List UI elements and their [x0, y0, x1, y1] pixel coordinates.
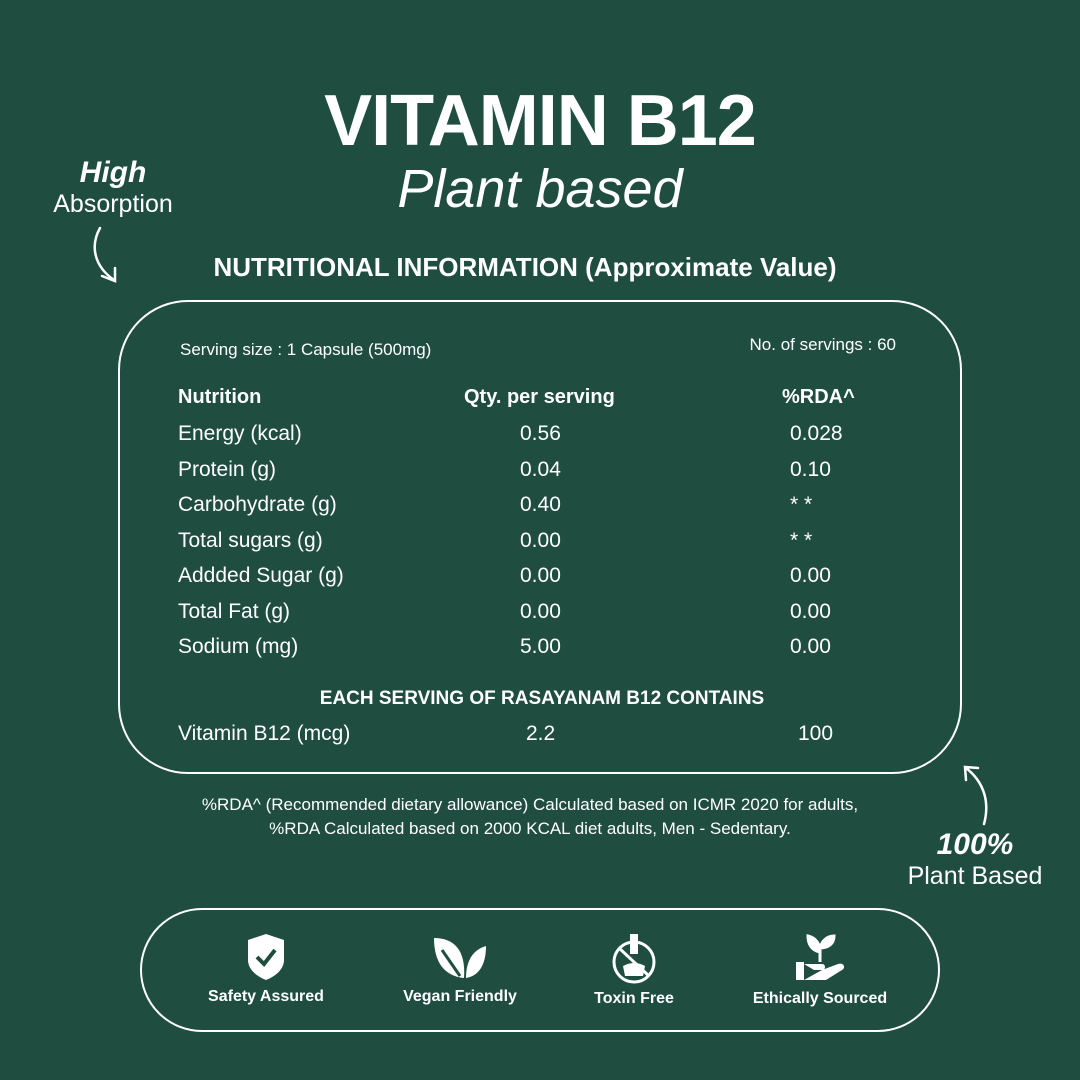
callout-bold: High — [79, 156, 147, 189]
rda-value: * * — [790, 528, 813, 552]
rda-value: 0.028 — [790, 422, 843, 445]
nutrient-name: Total sugars (g) — [178, 528, 323, 552]
arrow-down-icon — [93, 226, 117, 283]
servings-count: No. of servings : 60 — [749, 335, 896, 354]
callout-bold: 100% — [936, 828, 1014, 861]
feature-badges: Safety Assured Vegan Friendly Toxin Free… — [140, 908, 940, 1032]
qty-value: 0.00 — [520, 528, 561, 552]
high-absorption-callout: High Absorption — [48, 156, 178, 219]
callout-text: Plant Based — [907, 862, 1043, 890]
header-nutrition: Nutrition — [178, 386, 262, 408]
nutrient-name: Carbohydrate (g) — [178, 493, 337, 516]
no-flask-icon — [612, 934, 656, 984]
rda-value: 0.00 — [790, 564, 831, 587]
rda-value: * * — [790, 493, 813, 516]
header-qty: Qty. per serving — [464, 386, 615, 408]
header-rda: %RDA^ — [782, 386, 855, 408]
rda-value: 0.10 — [790, 457, 831, 481]
serving-size: Serving size : 1 Capsule (500mg) — [180, 340, 432, 359]
page-title: VITAMIN B12 — [324, 81, 757, 161]
nutrition-table: Serving size : 1 Capsule (500mg) No. of … — [118, 300, 962, 774]
plant-based-callout: 100% Plant Based — [895, 828, 1055, 891]
qty-value: 0.56 — [520, 422, 561, 445]
nutrient-name: Vitamin B12 (mcg) — [178, 722, 351, 745]
badge-vegan-friendly: Vegan Friendly — [360, 932, 560, 1006]
badge-ethically-sourced: Ethically Sourced — [720, 932, 920, 1008]
nutrient-name: Addded Sugar (g) — [178, 564, 344, 587]
qty-value: 0.00 — [520, 564, 561, 587]
badge-label: Toxin Free — [594, 990, 674, 1007]
footnote-line: %RDA^ (Recommended dietary allowance) Ca… — [201, 795, 859, 814]
qty-value: 0.00 — [520, 599, 561, 623]
contains-heading: EACH SERVING OF RASAYANAM B12 CONTAINS — [319, 688, 765, 709]
nutrient-name: Energy (kcal) — [178, 422, 302, 445]
shield-check-icon — [248, 934, 284, 980]
rda-value: 0.00 — [790, 599, 831, 623]
rda-value: 100 — [798, 722, 834, 745]
rda-value: 0.00 — [790, 635, 831, 658]
arrow-up-icon — [963, 765, 988, 826]
nutrient-name: Protein (g) — [178, 457, 277, 481]
badge-label: Ethically Sourced — [752, 990, 888, 1007]
subtitle: Plant based — [397, 159, 683, 219]
section-heading: NUTRITIONAL INFORMATION (Approximate Val… — [213, 252, 837, 282]
footnote: %RDA^ (Recommended dietary allowance) Ca… — [0, 793, 1060, 841]
badge-label: Vegan Friendly — [403, 988, 517, 1005]
nutrient-name: Total Fat (g) — [178, 599, 291, 623]
nutrient-name: Sodium (mg) — [178, 635, 299, 658]
badge-toxin-free: Toxin Free — [534, 932, 734, 1008]
callout-text: Absorption — [53, 190, 173, 218]
qty-value: 2.2 — [526, 722, 556, 745]
hand-sprout-icon — [796, 934, 845, 980]
badge-label: Safety Assured — [208, 988, 324, 1005]
footnote-line: %RDA Calculated based on 2000 KCAL diet … — [269, 819, 791, 838]
qty-value: 0.40 — [520, 493, 561, 516]
leaf-icon — [434, 938, 486, 978]
badge-safety-assured: Safety Assured — [166, 932, 366, 1006]
qty-value: 0.04 — [520, 457, 561, 481]
qty-value: 5.00 — [520, 635, 561, 658]
